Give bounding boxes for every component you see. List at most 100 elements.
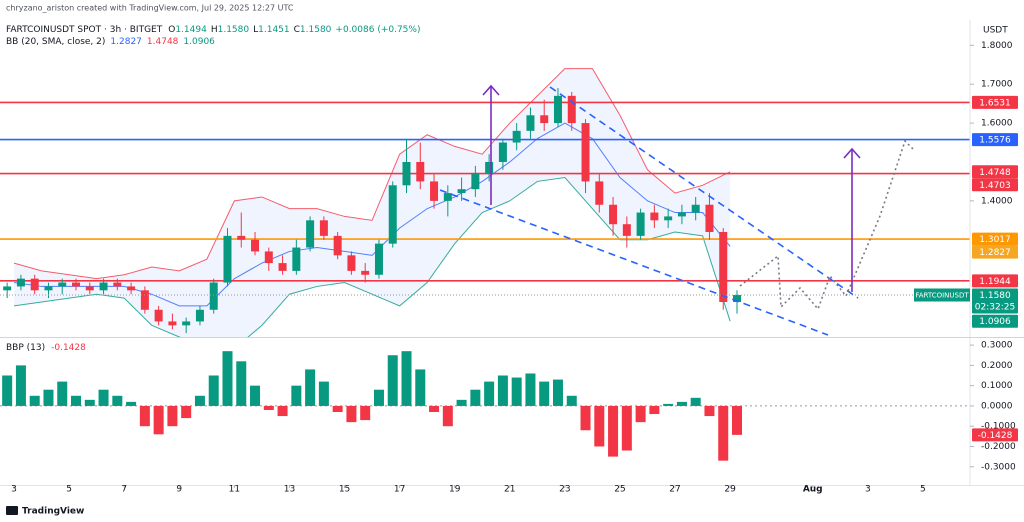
x-tick-label: 15	[339, 485, 350, 495]
bbp-bar	[552, 379, 563, 406]
price-tag-label: 1.4748	[979, 168, 1011, 178]
bbp-bar	[126, 401, 137, 406]
candle-body	[168, 321, 177, 326]
bbp-bar	[635, 405, 646, 423]
bbp-bar	[511, 377, 522, 406]
price-tag	[972, 95, 1018, 109]
bb-lower-line	[13, 176, 731, 337]
candle-body	[361, 270, 370, 275]
symbol-legend: FARTCOINUSDT SPOT · 3h · BITGET O1.1494 H1…	[6, 25, 420, 35]
price-tag-label: 1.6531	[979, 98, 1011, 108]
candle-body	[140, 290, 149, 310]
bbp-bar	[676, 401, 687, 406]
change: +0.0086 (+0.75%)	[335, 25, 420, 35]
ohlc-value: 1.1580	[300, 25, 332, 35]
candle-body	[705, 204, 714, 232]
bb-name: BB (20, SMA, close, 2)	[6, 37, 105, 47]
bbp-bar	[373, 389, 384, 406]
candle-body	[99, 282, 108, 291]
bbp-bar	[15, 365, 26, 406]
x-tick-label: 21	[504, 485, 515, 495]
price-tag	[972, 314, 1018, 328]
bbp-bar	[2, 375, 13, 406]
bbp-panel	[0, 351, 970, 461]
candle-body	[402, 161, 411, 186]
bbp-bar	[84, 399, 95, 406]
price-tag-label: 1.1944	[979, 277, 1011, 287]
candle-body	[333, 235, 342, 256]
candle-body	[154, 309, 163, 322]
bbp-bar	[566, 395, 577, 406]
bbp-tag	[972, 428, 1018, 442]
bb-legend: BB (20, SMA, close, 2) 1.2827 1.4748 1.0906	[6, 37, 215, 47]
bbp-bar	[222, 351, 233, 406]
bbp-bar	[539, 381, 550, 406]
y-tick-label: 1.6000	[981, 119, 1013, 129]
footer-logo: TradingView	[6, 506, 84, 517]
candle-body	[237, 235, 246, 240]
ohlc-key: H	[211, 25, 218, 35]
bb-upper-line	[13, 68, 731, 280]
x-tick-label: 5	[920, 485, 926, 495]
y-tick-label: -0.2000	[981, 442, 1016, 452]
candle-body	[3, 286, 12, 291]
candle-body	[664, 216, 673, 221]
price-tag	[972, 232, 1018, 246]
candle-body	[719, 231, 728, 302]
price-tag-label: 1.4703	[979, 181, 1011, 191]
bbp-bar	[401, 351, 412, 406]
candle-body	[374, 243, 383, 275]
x-tick-label: 17	[394, 485, 405, 495]
bb-middle: 1.2827	[110, 37, 142, 47]
candle-body	[512, 130, 521, 143]
price-tag-label: 1.5576	[979, 136, 1011, 146]
candle-body	[677, 212, 686, 217]
candle-body	[127, 286, 136, 291]
x-tick-label: 3	[11, 485, 17, 495]
bbp-tag-label: -0.1428	[978, 431, 1013, 441]
price-tag	[972, 245, 1018, 259]
bbp-bar	[167, 405, 178, 427]
candle-body	[526, 115, 535, 131]
bbp-bar	[236, 361, 247, 406]
candle-body	[553, 95, 562, 124]
candle-body	[691, 204, 700, 213]
candle-body	[471, 173, 480, 190]
bb-lower: 1.0906	[183, 37, 215, 47]
candle-body	[278, 263, 287, 271]
bbp-bar	[663, 403, 674, 406]
bbp-bar	[43, 389, 54, 406]
symbol-tag-label: FARTCOINUSDT	[915, 291, 969, 299]
candle-body	[416, 161, 425, 182]
candle-body	[498, 142, 507, 162]
price-panel	[0, 68, 970, 337]
bbp-bar	[194, 395, 205, 406]
x-tick-label: 7	[121, 485, 127, 495]
candle-body	[443, 193, 452, 201]
ohlc-key: L	[253, 25, 258, 35]
bbp-bar	[387, 355, 398, 406]
candle-body	[85, 286, 94, 291]
bbp-bar	[98, 389, 109, 406]
bbp-bar	[305, 369, 316, 406]
y-tick-label: 0.0000	[981, 401, 1013, 411]
y-tick-label: 1.7000	[981, 80, 1013, 90]
candle-body	[16, 278, 25, 287]
trend-line	[549, 86, 859, 299]
bbp-bar	[181, 405, 192, 419]
candle-body	[58, 282, 67, 287]
bbp-bar	[649, 405, 660, 415]
bb-fill	[14, 68, 731, 337]
bbp-bar	[360, 405, 371, 421]
bbp-bar	[29, 395, 40, 406]
candle-body	[347, 255, 356, 271]
projection-path	[739, 139, 916, 311]
candle-body	[650, 212, 659, 221]
annotations	[439, 84, 916, 336]
arrow-head	[482, 84, 500, 96]
candle-body	[609, 204, 618, 225]
bbp-legend: BBP (13) -0.1428	[6, 343, 86, 353]
ohlc-value: 1.1580	[218, 25, 250, 35]
x-tick-label: 13	[284, 485, 295, 495]
